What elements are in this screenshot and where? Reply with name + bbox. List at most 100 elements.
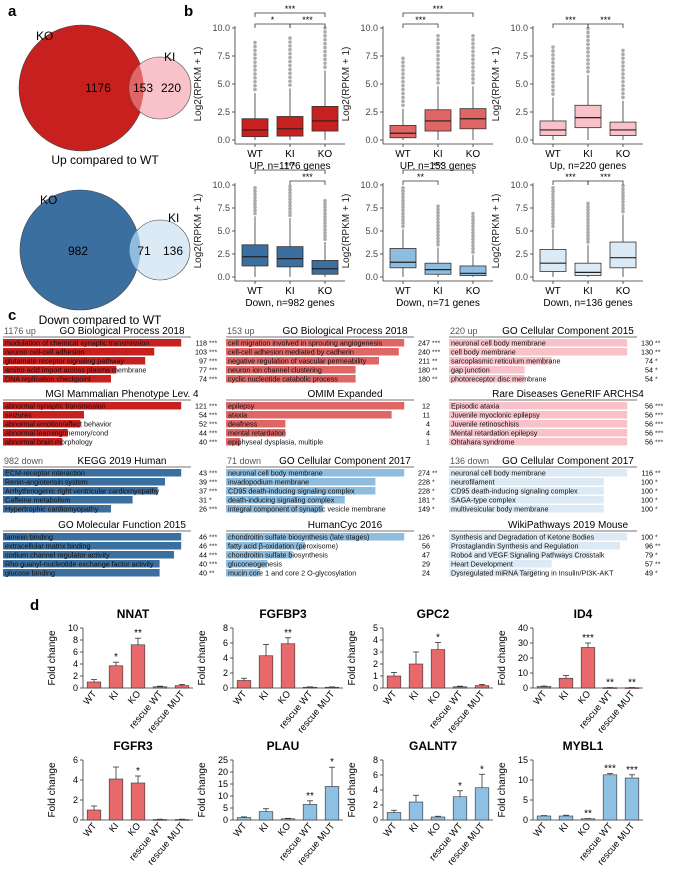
enrichment-term: neurofilament xyxy=(451,478,495,487)
enrichment-bar xyxy=(226,542,306,550)
enrichment-term: epilepsy xyxy=(228,402,255,411)
box-outlier xyxy=(288,79,292,83)
box-outlier xyxy=(436,230,440,234)
enrichment-term: abnormal synaptic transmission xyxy=(5,402,106,411)
bar xyxy=(408,801,424,821)
enrichment-bar xyxy=(449,420,628,428)
bar-chart-title: ID4 xyxy=(574,607,593,621)
enrichment-bar xyxy=(3,560,160,568)
significance-label: *** xyxy=(600,172,611,182)
enrichment-sig: ** xyxy=(432,359,438,366)
significance-label: ** xyxy=(606,678,614,689)
enrichment-score: 49 xyxy=(645,569,653,578)
enrichment-sig: ** xyxy=(209,571,215,578)
venn-up-ki-label: KI xyxy=(164,50,175,64)
x-tick-label: KO xyxy=(616,149,631,160)
enrichment-sig: *** xyxy=(655,413,663,420)
enrichment-sig: * xyxy=(432,489,435,496)
enrichment-score: 130 xyxy=(641,339,653,348)
enrichment-block: 153 up GO Biological Process 2018 cell mig… xyxy=(226,326,440,384)
box-outlier xyxy=(288,48,292,52)
box-outlier xyxy=(253,56,257,61)
y-tick-label: 0 xyxy=(523,683,528,693)
enrichment-title: GO Biological Process 2018 xyxy=(59,326,185,337)
box-outlier xyxy=(288,200,292,205)
box-outlier xyxy=(253,192,257,196)
bar xyxy=(174,685,190,689)
venn-up-overlap xyxy=(129,65,144,111)
bar xyxy=(558,677,574,689)
enrichment-score: 130 xyxy=(641,348,653,357)
box-outlier xyxy=(551,60,555,65)
box-outlier xyxy=(471,69,475,73)
enrichment-term: abnormal learning/memory/cond xyxy=(5,429,108,438)
venn-up-ko-only: 1176 xyxy=(85,81,111,95)
box-outlier xyxy=(436,37,440,42)
y-tick-label: 5.0 xyxy=(515,79,528,89)
box-outlier xyxy=(253,72,257,76)
enrichment-term: abnormal emotion/affect behavior xyxy=(5,420,112,429)
box-outlier xyxy=(323,49,327,54)
enrichment-sig: *** xyxy=(209,471,217,478)
bar-chart-title: PLAU xyxy=(267,739,300,753)
boxplot-panel: 0.0 2.5 5.0 7.5 10.0 Log2(RPKM + 1) WT KI KODown… xyxy=(193,161,345,309)
box xyxy=(539,120,567,136)
boxplot-panel: 0.0 2.5 5.0 7.5 10.0 Log2(RPKM + 1) WT KI KOUP, … xyxy=(193,4,345,172)
enrichment-term: abnormal brain morphology xyxy=(5,438,93,447)
enrichment-sig: * xyxy=(432,498,435,505)
box xyxy=(276,246,304,268)
enrichment-sig: ** xyxy=(655,341,661,348)
bar xyxy=(108,778,124,821)
significance-bracket xyxy=(402,169,474,174)
y-tick-label: 0.0 xyxy=(217,272,230,282)
box xyxy=(241,118,269,138)
bar xyxy=(324,686,340,689)
y-tick-label: 6 xyxy=(373,770,378,780)
box-outlier xyxy=(436,220,440,225)
enrichment-sig: *** xyxy=(209,440,217,447)
enrichment-bar xyxy=(449,402,628,410)
box-outlier xyxy=(621,52,625,57)
enrichment-sig: *** xyxy=(209,422,217,429)
box-outlier xyxy=(586,58,590,62)
enrichment-term: Mental retardation epilepsy xyxy=(451,429,538,438)
boxplot-panel: 0.0 2.5 5.0 7.5 10.0 Log2(RPKM + 1) WT KI KODown… xyxy=(341,161,493,309)
significance-label: *** xyxy=(600,15,611,25)
box-outlier xyxy=(586,220,590,225)
significance-label: * xyxy=(271,15,275,25)
y-tick-label: 6 xyxy=(223,638,228,648)
box-outlier xyxy=(401,64,405,68)
enrichment-bar xyxy=(3,478,165,486)
enrichment-sig: *** xyxy=(432,341,440,348)
enrichment-score: 77 xyxy=(199,366,207,375)
y-axis-label: Fold change xyxy=(497,630,508,685)
enrichment-term: neuronal cell body membrane xyxy=(451,339,546,348)
enrichment-bar xyxy=(226,420,286,428)
x-tick-label: KI xyxy=(257,689,271,703)
box-outlier xyxy=(551,198,555,203)
enrichment-title: GO Cellular Component 2017 xyxy=(279,456,411,467)
y-tick-label: 2 xyxy=(73,671,78,681)
box xyxy=(574,104,602,129)
enrichment-term: seizures xyxy=(5,411,32,420)
x-tick-label: KO xyxy=(318,286,333,297)
enrichment-term: Juvenile retinoschisis xyxy=(451,420,519,429)
enrichment-term: sodium channel regulator activity xyxy=(5,551,110,560)
bar xyxy=(536,815,552,821)
box-outlier xyxy=(621,68,625,72)
enrichment-sig: *** xyxy=(209,507,217,514)
enrichment-bar xyxy=(3,533,182,541)
y-tick-label: 5.0 xyxy=(217,226,230,236)
box-outlier xyxy=(471,250,475,254)
enrichment-term: multivesicular body membrane xyxy=(451,505,548,514)
enrichment-score: 40 xyxy=(199,438,207,447)
box-outlier xyxy=(586,62,590,66)
enrichment-title: WikiPathways 2019 Mouse xyxy=(508,520,628,531)
box-outlier xyxy=(551,221,555,225)
significance-label: *** xyxy=(302,15,313,25)
enrichment-score: 44 xyxy=(199,429,207,438)
box-outlier xyxy=(253,52,257,57)
y-axis-label: Log2(RPKM + 1) xyxy=(491,47,502,122)
